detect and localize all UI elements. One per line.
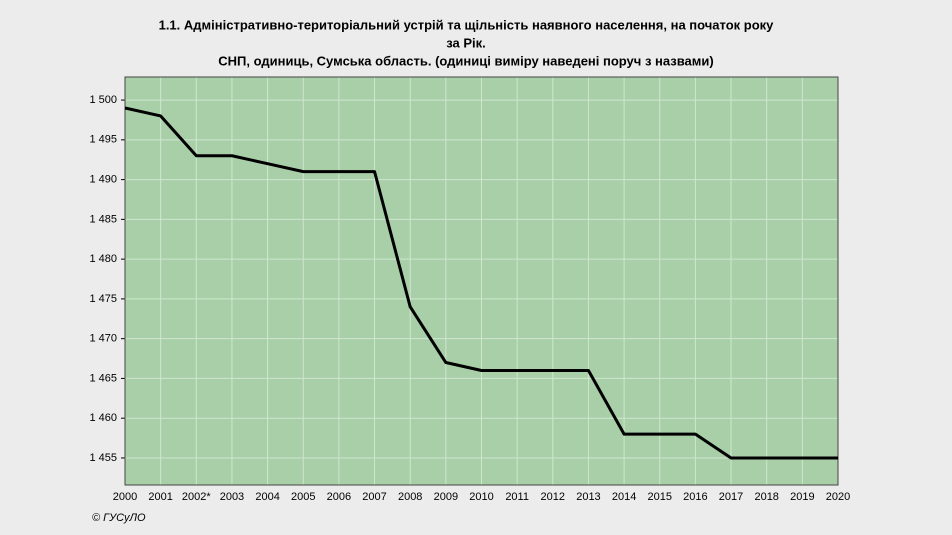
x-tick-label: 2019 [790,491,814,503]
y-tick-label: 1 500 [89,94,117,106]
chart-subtitle: СНП, одиниць, Сумська область. (одиниці … [218,53,713,68]
x-tick-label: 2020 [826,491,850,503]
x-tick-label: 2007 [362,491,386,503]
x-tick-label: 2002* [182,491,211,503]
x-tick-label: 2018 [754,491,778,503]
x-tick-label: 2012 [541,491,565,503]
x-tick-label: 2014 [612,491,636,503]
plot-border [124,76,839,486]
y-tick-label: 1 475 [89,293,117,305]
x-tick-label: 2005 [291,491,315,503]
x-tick-label: 2015 [648,491,672,503]
x-tick-label: 2001 [148,491,172,503]
x-tick-label: 2016 [683,491,707,503]
chart-title: 1.1. Адміністративно-територіальний устр… [159,17,775,32]
footer: © ГУСуЛО [92,512,146,524]
x-tick-label: 2003 [220,491,244,503]
y-tick-label: 1 465 [89,372,117,384]
data-line [124,106,838,460]
y-tick-label: 1 490 [89,174,117,186]
x-tick-label: 2009 [434,491,458,503]
x-tick-label: 2010 [469,491,493,503]
x-tick-label: 2008 [398,491,422,503]
y-tick-label: 1 495 [89,134,117,146]
y-tick-label: 1 455 [89,452,117,464]
x-tick-label: 2000 [113,491,137,503]
x-tick-label: 2013 [576,491,600,503]
x-tick-label: 2017 [719,491,743,503]
x-tick-label: 2004 [255,491,279,503]
y-tick-label: 1 480 [89,253,117,265]
y-tick-label: 1 460 [89,412,117,424]
y-tick-label: 1 485 [89,213,117,225]
chart-title: за Рік. [446,35,486,50]
x-tick-label: 2011 [505,491,529,503]
y-tick-label: 1 470 [89,333,117,345]
x-tick-label: 2006 [327,491,351,503]
